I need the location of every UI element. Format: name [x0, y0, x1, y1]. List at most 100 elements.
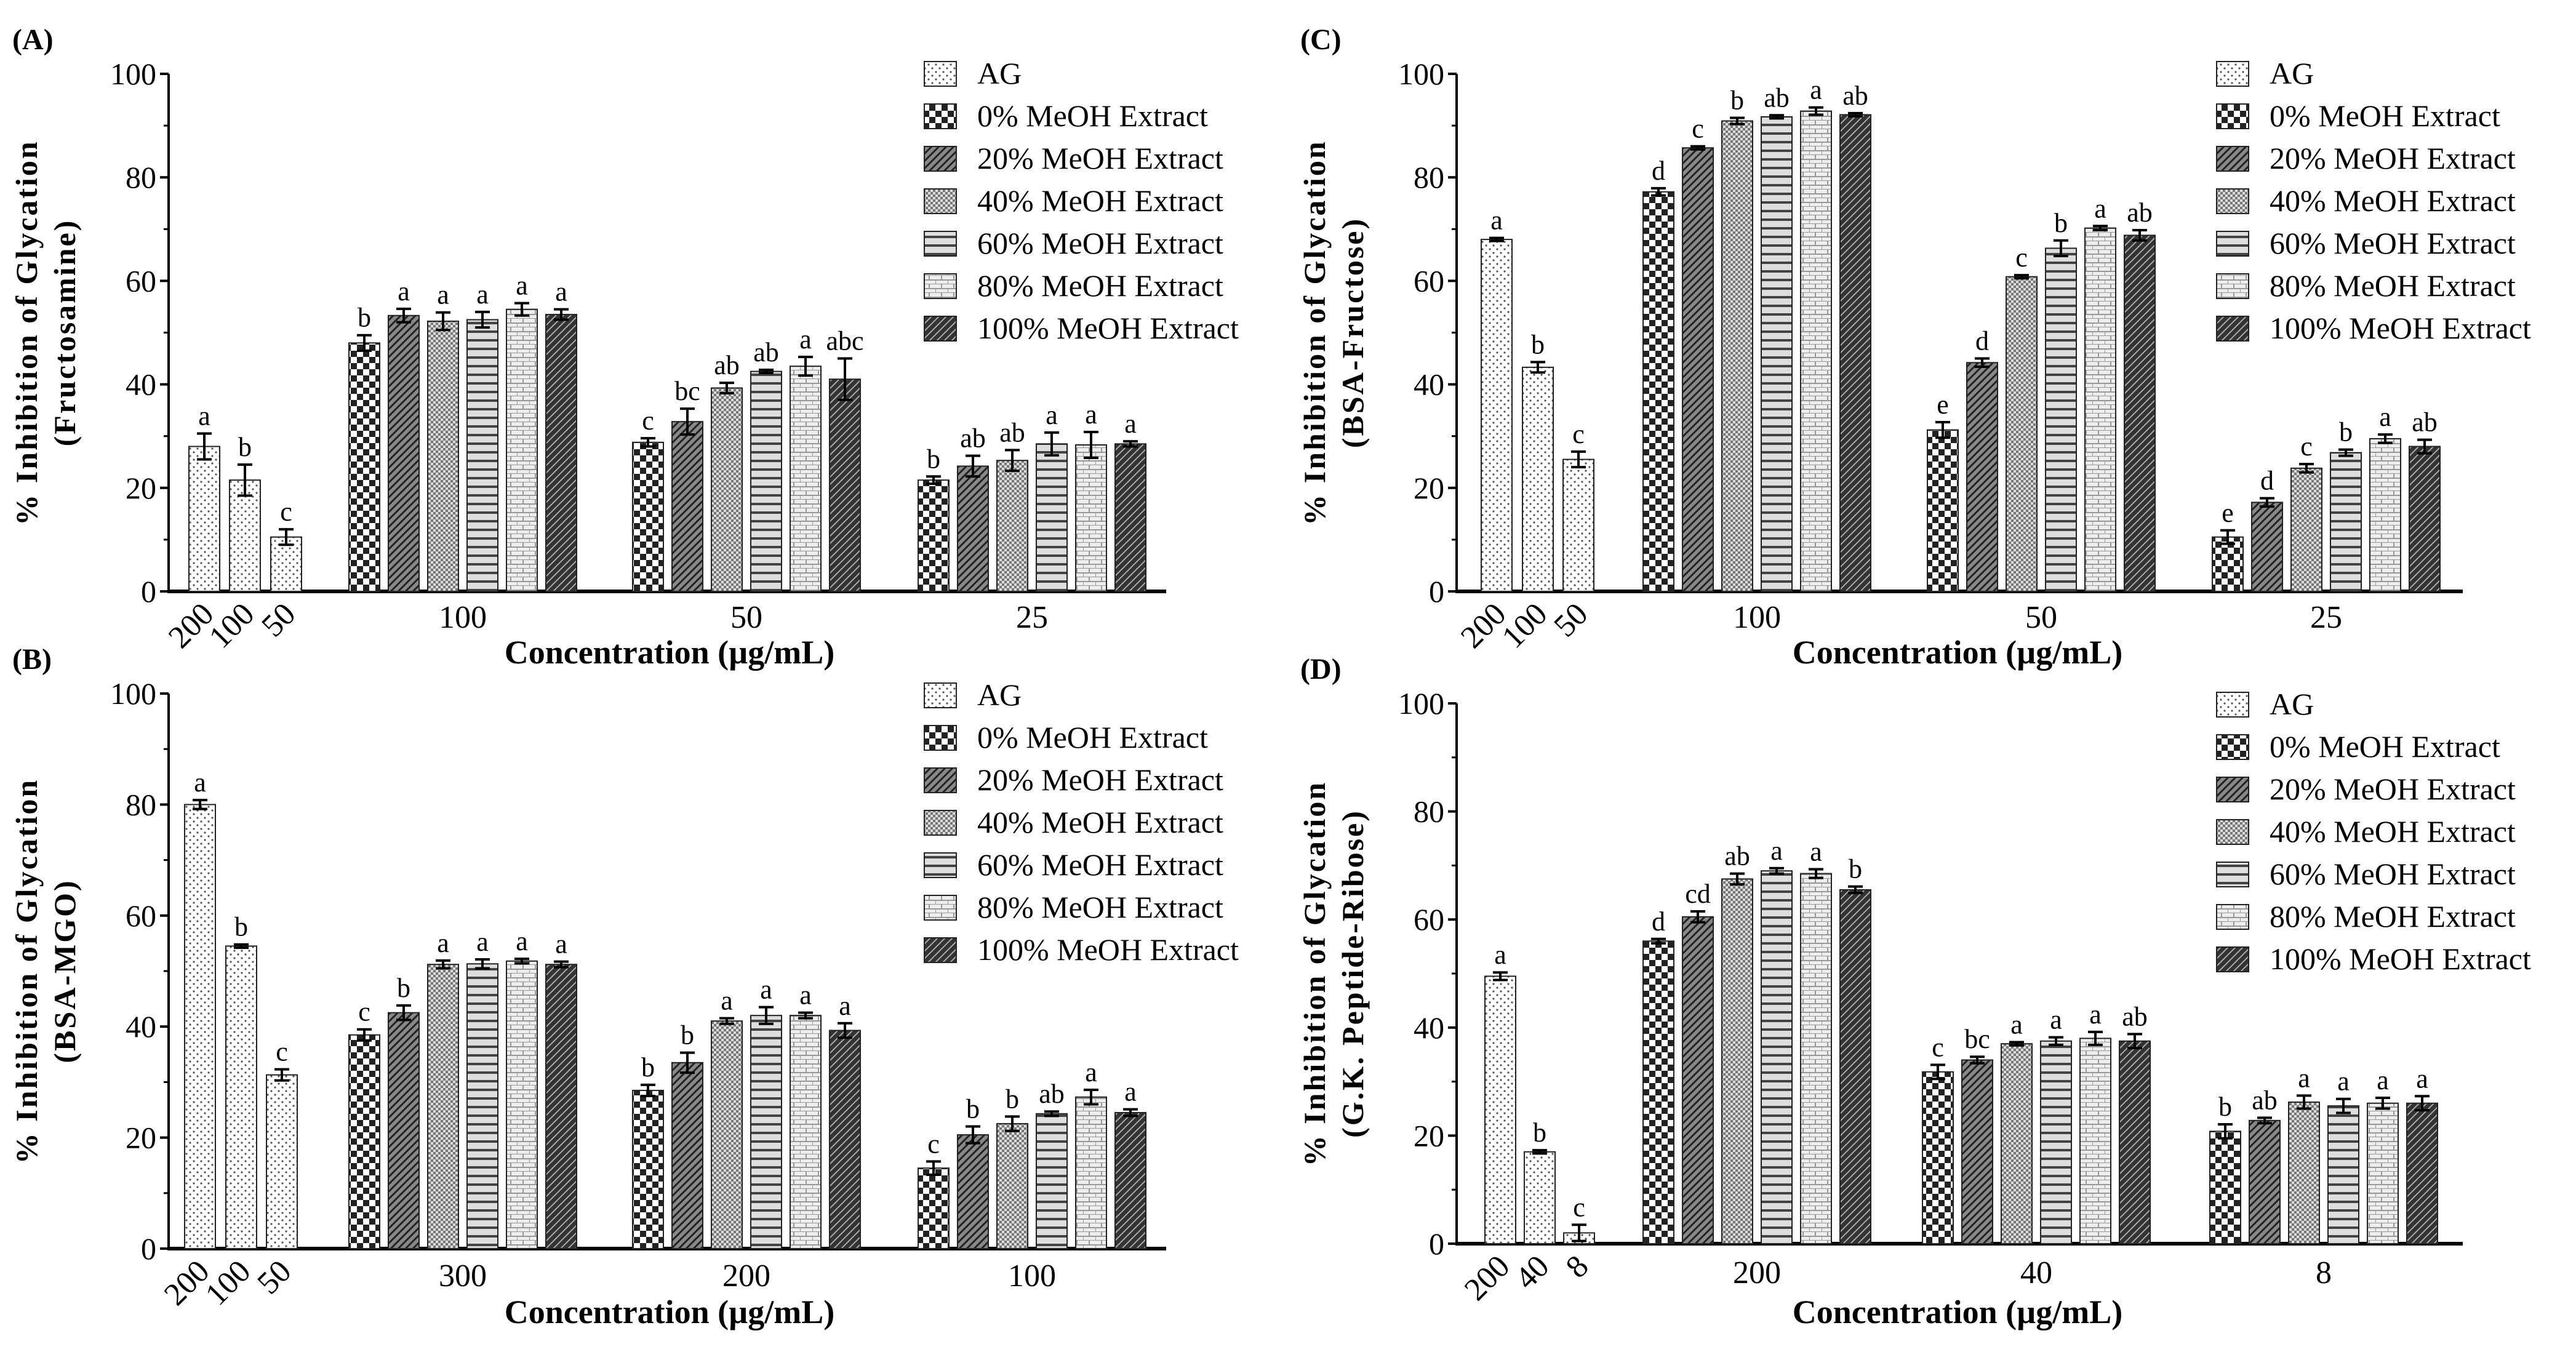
legend-label: 100% MeOH Extract	[977, 932, 1239, 967]
y-axis-title: % Inhibition of Glycation	[9, 778, 44, 1164]
y-tick-label: 80	[1414, 794, 1444, 829]
bar-series-5	[829, 1030, 861, 1250]
legend-swatch	[924, 725, 957, 751]
significance-letter: ab	[1842, 81, 1868, 111]
bar-ag	[266, 1074, 298, 1249]
bar-series-1	[1966, 362, 1998, 592]
bar-series-2	[2290, 467, 2322, 592]
legend-swatch	[924, 231, 957, 257]
bar-series-0	[1642, 191, 1674, 592]
bar-series-1	[1961, 1059, 1993, 1244]
x-tick-label-ag: 50	[1547, 596, 1594, 644]
bar-series-0	[632, 1089, 664, 1250]
y-axis-title: (BSA-MGO)	[47, 879, 82, 1063]
significance-letter: a	[2050, 1005, 2062, 1035]
significance-letter: b	[966, 1094, 980, 1124]
legend-label: 100% MeOH Extract	[2270, 311, 2531, 345]
significance-letter: ab	[2412, 407, 2438, 438]
bar-ag	[225, 945, 257, 1250]
bar-series-5	[829, 378, 861, 592]
significance-letter: ab	[714, 350, 740, 380]
significance-letter: b	[641, 1052, 655, 1082]
significance-letter: a	[555, 277, 567, 307]
bar-series-5	[2119, 1040, 2151, 1244]
significance-letter: c	[1573, 1192, 1585, 1222]
significance-letter: b	[927, 444, 940, 474]
bar-series-5	[1839, 114, 1871, 592]
significance-letter: a	[2337, 1066, 2350, 1097]
legend-swatch	[2216, 777, 2249, 802]
significance-letter: b	[234, 912, 248, 942]
bar-series-3	[1761, 870, 1793, 1245]
significance-letter: bc	[674, 376, 700, 406]
y-tick-label: 0	[141, 1231, 156, 1266]
y-tick-label: 60	[126, 898, 156, 933]
y-tick-label: 40	[126, 367, 156, 402]
bar-series-1	[388, 314, 420, 592]
significance-letter: a	[721, 986, 733, 1016]
bar-series-5	[2406, 1102, 2438, 1244]
legend-label: 60% MeOH Extract	[2270, 857, 2516, 891]
bar-series-4	[1800, 110, 1832, 592]
legend-label: 0% MeOH Extract	[2270, 729, 2500, 764]
significance-letter: b	[1730, 85, 1744, 115]
significance-letter: ab	[1724, 841, 1750, 871]
bar-series-3	[2327, 1105, 2359, 1244]
significance-letter: c	[1572, 419, 1585, 449]
legend-label: 80% MeOH Extract	[977, 890, 1223, 924]
bar-series-0	[1922, 1071, 1954, 1245]
panel-label: (B)	[12, 643, 52, 676]
y-tick-label: 60	[126, 263, 156, 298]
legend-label: 20% MeOH Extract	[2270, 772, 2516, 806]
bar-series-5	[2124, 234, 2156, 592]
significance-letter: a	[437, 928, 449, 958]
legend-swatch	[2216, 819, 2249, 845]
panel-label: (A)	[12, 23, 54, 56]
legend-label: 60% MeOH Extract	[977, 226, 1223, 260]
significance-letter: e	[1937, 390, 1949, 420]
legend-swatch	[2216, 692, 2249, 718]
bar-series-2	[2006, 276, 2038, 592]
x-axis-title: Concentration (µg/mL)	[505, 634, 835, 671]
y-tick-label: 0	[141, 574, 156, 609]
significance-letter: a	[1046, 400, 1058, 430]
bar-series-0	[2212, 536, 2244, 593]
legend-label: 60% MeOH Extract	[977, 847, 1223, 882]
significance-letter: a	[1494, 940, 1506, 970]
legend-label: 40% MeOH Extract	[2270, 183, 2516, 218]
legend-swatch	[2216, 862, 2249, 887]
x-tick-label-ag: 50	[255, 596, 302, 644]
bar-series-2	[711, 387, 743, 592]
significance-letter: b	[358, 303, 371, 333]
bar-series-1	[1682, 147, 1714, 592]
legend-swatch	[2216, 316, 2249, 342]
significance-letter: a	[398, 276, 410, 306]
significance-letter: c	[1692, 114, 1704, 144]
bar-series-1	[671, 421, 703, 592]
bar-series-2	[996, 1123, 1028, 1250]
bar-series-5	[1114, 443, 1146, 592]
bar-ag	[1484, 975, 1516, 1244]
legend-swatch	[924, 895, 957, 921]
legend-swatch	[924, 682, 957, 708]
significance-letter: ab	[2127, 198, 2153, 228]
significance-letter: a	[1490, 206, 1503, 236]
x-tick-label-ag: 8	[1559, 1249, 1596, 1285]
significance-letter: a	[476, 927, 489, 957]
legend-swatch	[2216, 231, 2249, 257]
legend-label: AG	[2270, 687, 2314, 721]
bar-series-4	[506, 308, 538, 592]
legend-swatch	[924, 937, 957, 963]
x-group-label: 100	[1733, 600, 1781, 635]
chart-panel-c: (C) 0 20 40 60 80 100 % Inhibition of Glycation…	[1297, 23, 2531, 671]
legend-swatch	[2216, 188, 2249, 214]
y-tick-label: 40	[126, 1009, 156, 1044]
bar-series-0	[1642, 940, 1674, 1244]
legend-swatch	[2216, 103, 2249, 129]
bar-series-3	[466, 319, 498, 592]
bar-series-2	[427, 964, 459, 1250]
legend-label: 80% MeOH Extract	[2270, 268, 2516, 303]
significance-letter: a	[799, 324, 812, 354]
bar-series-2	[996, 460, 1028, 592]
